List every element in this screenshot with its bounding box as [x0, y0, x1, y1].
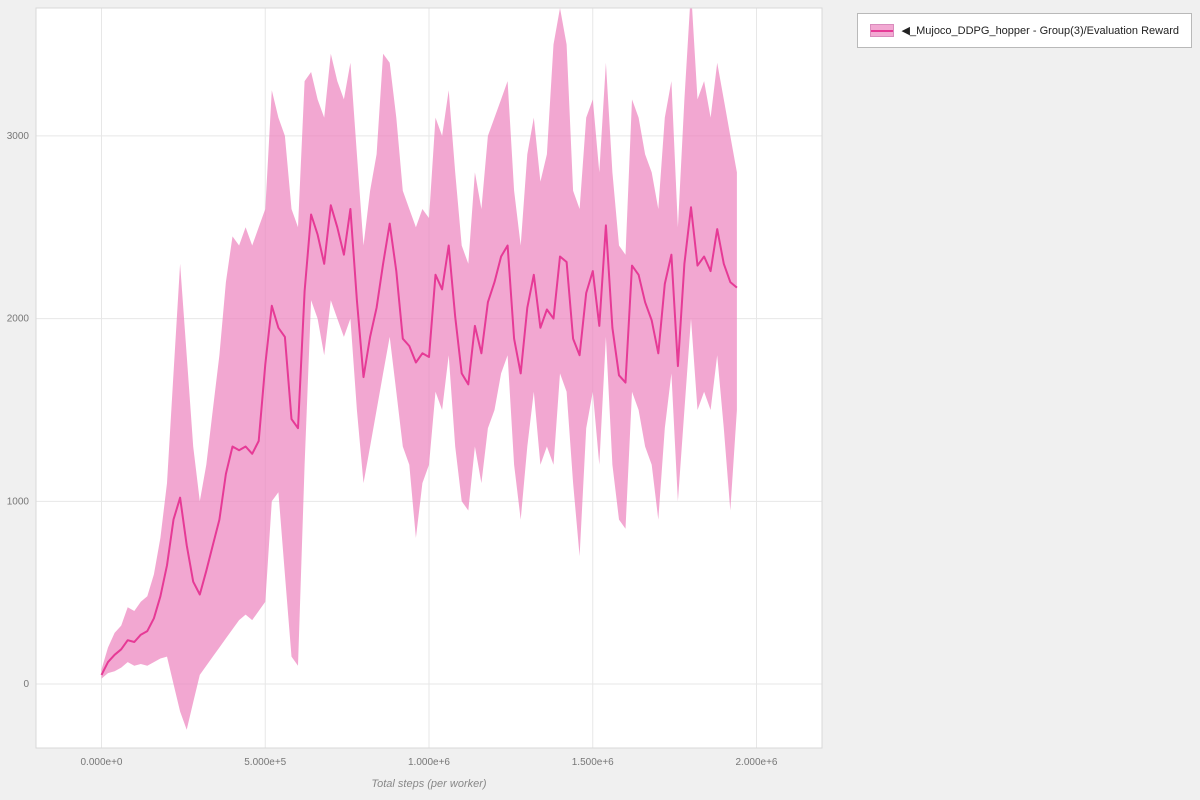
y-tick-label: 2000 — [7, 314, 30, 325]
x-tick-label: 5.000e+5 — [244, 757, 286, 768]
x-tick-label: 1.000e+6 — [408, 757, 450, 768]
x-tick-label: 2.000e+6 — [736, 757, 778, 768]
legend-swatch-line-icon — [870, 29, 893, 32]
plot-border — [35, 7, 823, 749]
series-band — [101, 8, 737, 730]
legend-series-label: ◀_Mujoco_DDPG_hopper - Group(3)/Evaluati… — [901, 25, 1179, 37]
series-line — [100, 204, 738, 676]
series-group — [100, 8, 738, 730]
x-tick-label: 1.500e+6 — [572, 757, 614, 768]
legend[interactable]: ◀_Mujoco_DDPG_hopper - Group(3)/Evaluati… — [856, 13, 1192, 48]
x-axis-title: Total steps (per worker) — [371, 778, 487, 790]
chart-canvas[interactable]: 0 1000 2000 3000 0.000e+0 5.000e+5 1.000e+6 1.5… — [0, 0, 830, 770]
reward-chart: 0 1000 2000 3000 0.000e+0 5.000e+5 1.000e+6 1.5… — [0, 0, 830, 790]
y-tick-label: 0 — [23, 679, 29, 690]
y-tick-label: 3000 — [7, 131, 30, 142]
y-tick-label: 1000 — [7, 496, 30, 507]
x-tick-label: 0.000e+0 — [81, 757, 123, 768]
legend-swatch-icon — [869, 24, 894, 37]
